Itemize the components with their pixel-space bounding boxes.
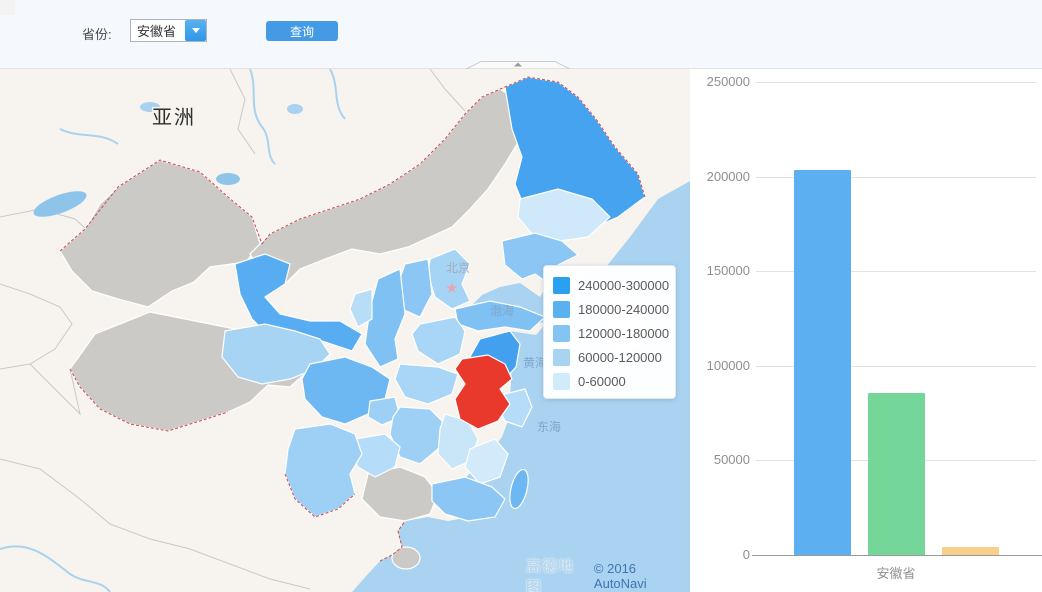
province-select[interactable]: 安徽省 xyxy=(130,19,207,42)
chevron-down-icon[interactable] xyxy=(185,20,206,41)
x-axis-category-label: 安徽省 xyxy=(876,566,916,581)
copyright-text: © 2016 AutoNavi xyxy=(593,561,647,591)
legend-swatch xyxy=(553,348,570,366)
chevron-up-icon xyxy=(514,62,522,67)
legend-swatch xyxy=(553,372,570,390)
legend-item[interactable]: 180000-240000 xyxy=(553,297,670,321)
national-border-dashed xyxy=(59,76,646,562)
legend-range-label: 120000-180000 xyxy=(578,325,670,341)
toolbar: 省份: 安徽省 查询 xyxy=(0,0,1042,69)
legend-item[interactable]: 240000-300000 xyxy=(553,273,670,297)
gridline xyxy=(756,82,1036,83)
legend-swatch xyxy=(553,324,570,342)
bohai-sea-label: 渤海 xyxy=(490,303,514,318)
province-select-value: 安徽省 xyxy=(137,24,177,39)
gridline xyxy=(756,271,1036,273)
bar-series-3[interactable] xyxy=(941,547,999,555)
y-axis-tick-label: 150000 xyxy=(706,263,750,279)
y-axis-tick-label: 50000 xyxy=(713,452,750,468)
legend-item[interactable]: 60000-120000 xyxy=(553,345,666,369)
amap-logo: 高德地图 xyxy=(526,558,575,592)
legend-range-label: 60000-120000 xyxy=(578,349,662,365)
legend-item[interactable]: 120000-180000 xyxy=(553,321,670,345)
y-axis-tick-label: 250000 xyxy=(706,74,750,89)
map-panel: 亚洲 北京 ★ 渤海 黄海 东海 240000-300000 180000-240… xyxy=(0,69,690,592)
gridline xyxy=(756,176,1036,178)
x-axis-line xyxy=(752,555,1042,556)
gridline xyxy=(756,365,1036,367)
province-anhui-highlighted[interactable] xyxy=(454,354,513,430)
legend-range-label: 240000-300000 xyxy=(578,277,670,293)
legend-range-label: 180000-240000 xyxy=(578,301,670,317)
rivers-lakes xyxy=(0,69,346,592)
bar-series-2[interactable] xyxy=(867,393,925,555)
collapse-handle[interactable] xyxy=(466,61,570,69)
corner-square xyxy=(0,0,15,15)
legend-item[interactable]: 0-60000 xyxy=(553,369,666,393)
legend-swatch xyxy=(553,300,570,318)
beijing-label: 北京 xyxy=(446,261,470,275)
map-attribution: 高德地图 © 2016 AutoNavi xyxy=(526,555,690,592)
bar-series-1[interactable] xyxy=(793,169,851,555)
map-legend: 240000-300000 180000-240000 120000-180000 6… xyxy=(543,265,676,399)
legend-range-label: 0-60000 xyxy=(578,373,626,389)
query-button[interactable]: 查询 xyxy=(266,21,338,41)
yellow-sea-label: 黄海 xyxy=(523,355,547,370)
continent-label: 亚洲 xyxy=(152,107,196,129)
legend-swatch xyxy=(553,276,570,294)
china-map[interactable]: 亚洲 北京 ★ 渤海 黄海 东海 xyxy=(0,69,690,592)
y-axis-tick-label: 100000 xyxy=(706,357,750,373)
capital-star-icon: ★ xyxy=(445,280,458,297)
provinces-data[interactable] xyxy=(221,76,646,522)
east-china-sea-label: 东海 xyxy=(537,419,561,434)
bar-chart[interactable]: 0 50000 100000 150000 200000 250000 安徽省 xyxy=(690,69,1042,592)
y-axis-tick-label: 200000 xyxy=(706,168,750,184)
y-axis-tick-label: 0 xyxy=(742,547,750,562)
province-label: 省份: xyxy=(82,27,112,42)
